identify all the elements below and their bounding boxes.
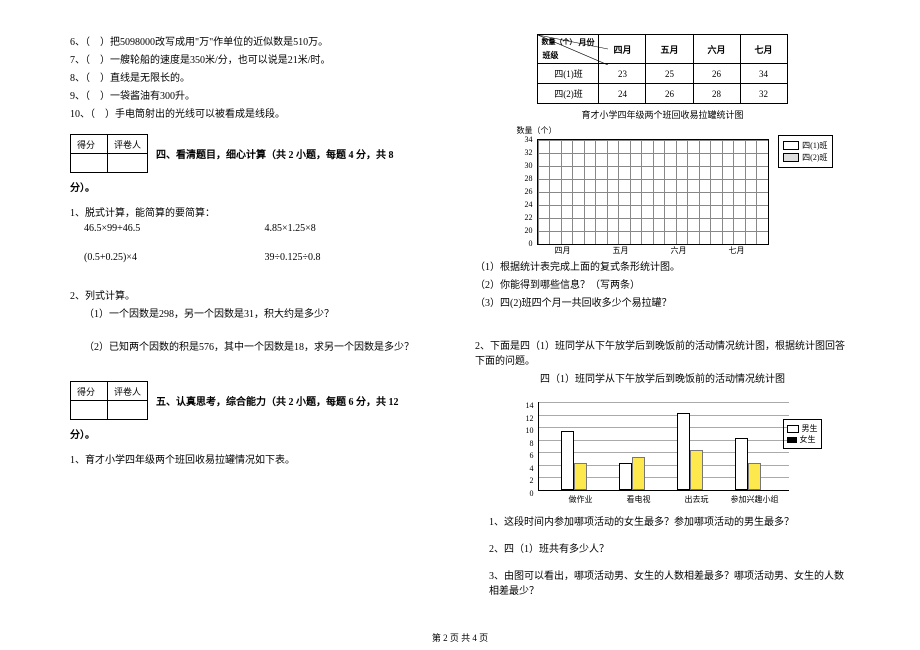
calc1a: 46.5×99+46.5	[70, 223, 265, 234]
r0c0: 23	[599, 64, 646, 84]
section5-title: 五、认真思考，综合能力（共 2 小题，每题 6 分，共 12	[156, 373, 399, 408]
col-3: 七月	[740, 35, 787, 64]
row0-label: 四(1)班	[538, 64, 599, 84]
r0c2: 26	[693, 64, 740, 84]
diag-top: 月份	[578, 37, 594, 48]
table-row: 四(2)班 24 26 28 32	[538, 84, 787, 104]
score-header-1: 得分	[71, 135, 108, 154]
row1-label: 四(2)班	[538, 84, 599, 104]
r1c2: 28	[693, 84, 740, 104]
data-table: 月份 班级 数量（个） 四月 五月 六月 七月 四(1)班 23 25 26 3…	[537, 34, 787, 104]
col-2: 六月	[693, 35, 740, 64]
question-9: 9、（ ）一袋酱油有300升。	[70, 87, 445, 102]
section5-row: 得分评卷人 五、认真思考，综合能力（共 2 小题，每题 6 分，共 12	[70, 373, 445, 420]
diag-mid: 数量（个）	[541, 37, 576, 47]
r1c0: 24	[599, 84, 646, 104]
question-6: 6、（ ）把5098000改写成用"万"作单位的近似数是510万。	[70, 33, 445, 48]
question-10: 10、（ ）手电筒射出的光线可以被看成是线段。	[70, 105, 445, 120]
diag-header: 月份 班级 数量（个）	[538, 35, 599, 64]
calc1c: (0.5+0.25)×4	[70, 252, 265, 263]
calc1b: 4.85×1.25×8	[265, 223, 446, 234]
section4-title: 四、看清题目，细心计算（共 2 小题，每题 4 分，共 8	[156, 126, 394, 161]
q1-2: （2）你能得到哪些信息？（写两条）	[475, 276, 850, 291]
section4-title-b: 分）。	[70, 183, 95, 194]
q1-1: （1）根据统计表完成上面的复式条形统计图。	[475, 258, 850, 273]
r0c1: 25	[646, 64, 693, 84]
q2-3: 3、由图可以看出，哪项活动男、女生的人数相差最多？哪项活动男、女生的人数相差最少…	[475, 567, 850, 597]
table-row: 四(1)班 23 25 26 34	[538, 64, 787, 84]
calc-row-2: (0.5+0.25)×4 39÷0.125÷0.8	[70, 252, 445, 263]
q2-1: 1、这段时间内参加哪项活动的女生最多？参加哪项活动的男生最多？	[475, 513, 850, 528]
calc2a: （1）一个因数是298，另一个因数是31，积大约是多少？	[70, 305, 445, 320]
legend2-swatch-1	[787, 425, 799, 433]
page-footer: 第 2 页 共 4 页	[0, 631, 920, 644]
q1-3: （3）四(2)班四个月一共回收多少个易拉罐？	[475, 294, 850, 309]
question-8: 8、（ ）直线是无限长的。	[70, 69, 445, 84]
col-1: 五月	[646, 35, 693, 64]
legend2-label-1: 男生	[802, 423, 818, 434]
score-cell-b	[71, 401, 108, 420]
legend-swatch-1	[783, 141, 799, 150]
score-box-4: 得分评卷人	[70, 134, 148, 173]
section4-row: 得分评卷人 四、看清题目，细心计算（共 2 小题，每题 4 分，共 8	[70, 126, 445, 173]
q2-2: 2、四（1）班共有多少人？	[475, 540, 850, 555]
score-cell	[71, 154, 108, 173]
calc1d: 39÷0.125÷0.8	[265, 252, 446, 263]
scorer-cell-b	[108, 401, 148, 420]
legend-label-1: 四(1)班	[802, 140, 827, 151]
legend2-label-2: 女生	[800, 434, 816, 445]
calc2b: （2）已知两个因数的积是576，其中一个因数是18，求另一个因数是多少？	[70, 338, 445, 353]
question-7: 7、（ ）一艘轮船的速度是350米/分，也可以说是21米/时。	[70, 51, 445, 66]
left-column: 6、（ ）把5098000改写成用"万"作单位的近似数是510万。 7、（ ）一…	[70, 30, 445, 600]
task2b: 四（1）班同学从下午放学后到晚饭前的活动情况统计图	[475, 370, 850, 385]
score-header-1b: 得分	[71, 382, 108, 401]
score-header-2b: 评卷人	[108, 382, 148, 401]
chart1-title: 育才小学四年级两个班回收易拉罐统计图	[475, 108, 850, 121]
r1c1: 26	[646, 84, 693, 104]
calc-row-1: 46.5×99+46.5 4.85×1.25×8	[70, 223, 445, 234]
calc1-title: 1、脱式计算，能简算的要简算：	[70, 204, 445, 219]
score-box-5: 得分评卷人	[70, 381, 148, 420]
chart2-legend: 男生 女生	[783, 419, 822, 449]
legend2-swatch-2	[787, 437, 797, 443]
chart1-grid	[537, 139, 769, 245]
right-column: 月份 班级 数量（个） 四月 五月 六月 七月 四(1)班 23 25 26 3…	[475, 30, 850, 600]
score-header-2: 评卷人	[108, 135, 148, 154]
r0c3: 34	[740, 64, 787, 84]
chart1-legend: 四(1)班 四(2)班	[778, 135, 832, 168]
calc2-title: 2、列式计算。	[70, 287, 445, 302]
legend-swatch-2	[783, 153, 799, 162]
page-columns: 6、（ ）把5098000改写成用"万"作单位的近似数是510万。 7、（ ）一…	[0, 0, 920, 620]
r1c3: 32	[740, 84, 787, 104]
task1: 1、育才小学四年级两个班回收易拉罐情况如下表。	[70, 451, 445, 466]
section5-title-b: 分）。	[70, 430, 95, 441]
chart2-axis	[538, 402, 789, 491]
diag-bot: 班级	[542, 50, 558, 61]
scorer-cell	[108, 154, 148, 173]
task2a: 2、下面是四（1）班同学从下午放学后到晚饭前的活动情况统计图，根据统计图回答下面…	[475, 337, 850, 367]
chart2: 男生 女生 14121086420做作业看电视出去玩参加兴趣小组	[508, 389, 818, 509]
chart1: 数量（个） 四(1)班 四(2)班 34323028262422200四月五月六…	[503, 125, 823, 255]
legend-label-2: 四(2)班	[802, 152, 827, 163]
